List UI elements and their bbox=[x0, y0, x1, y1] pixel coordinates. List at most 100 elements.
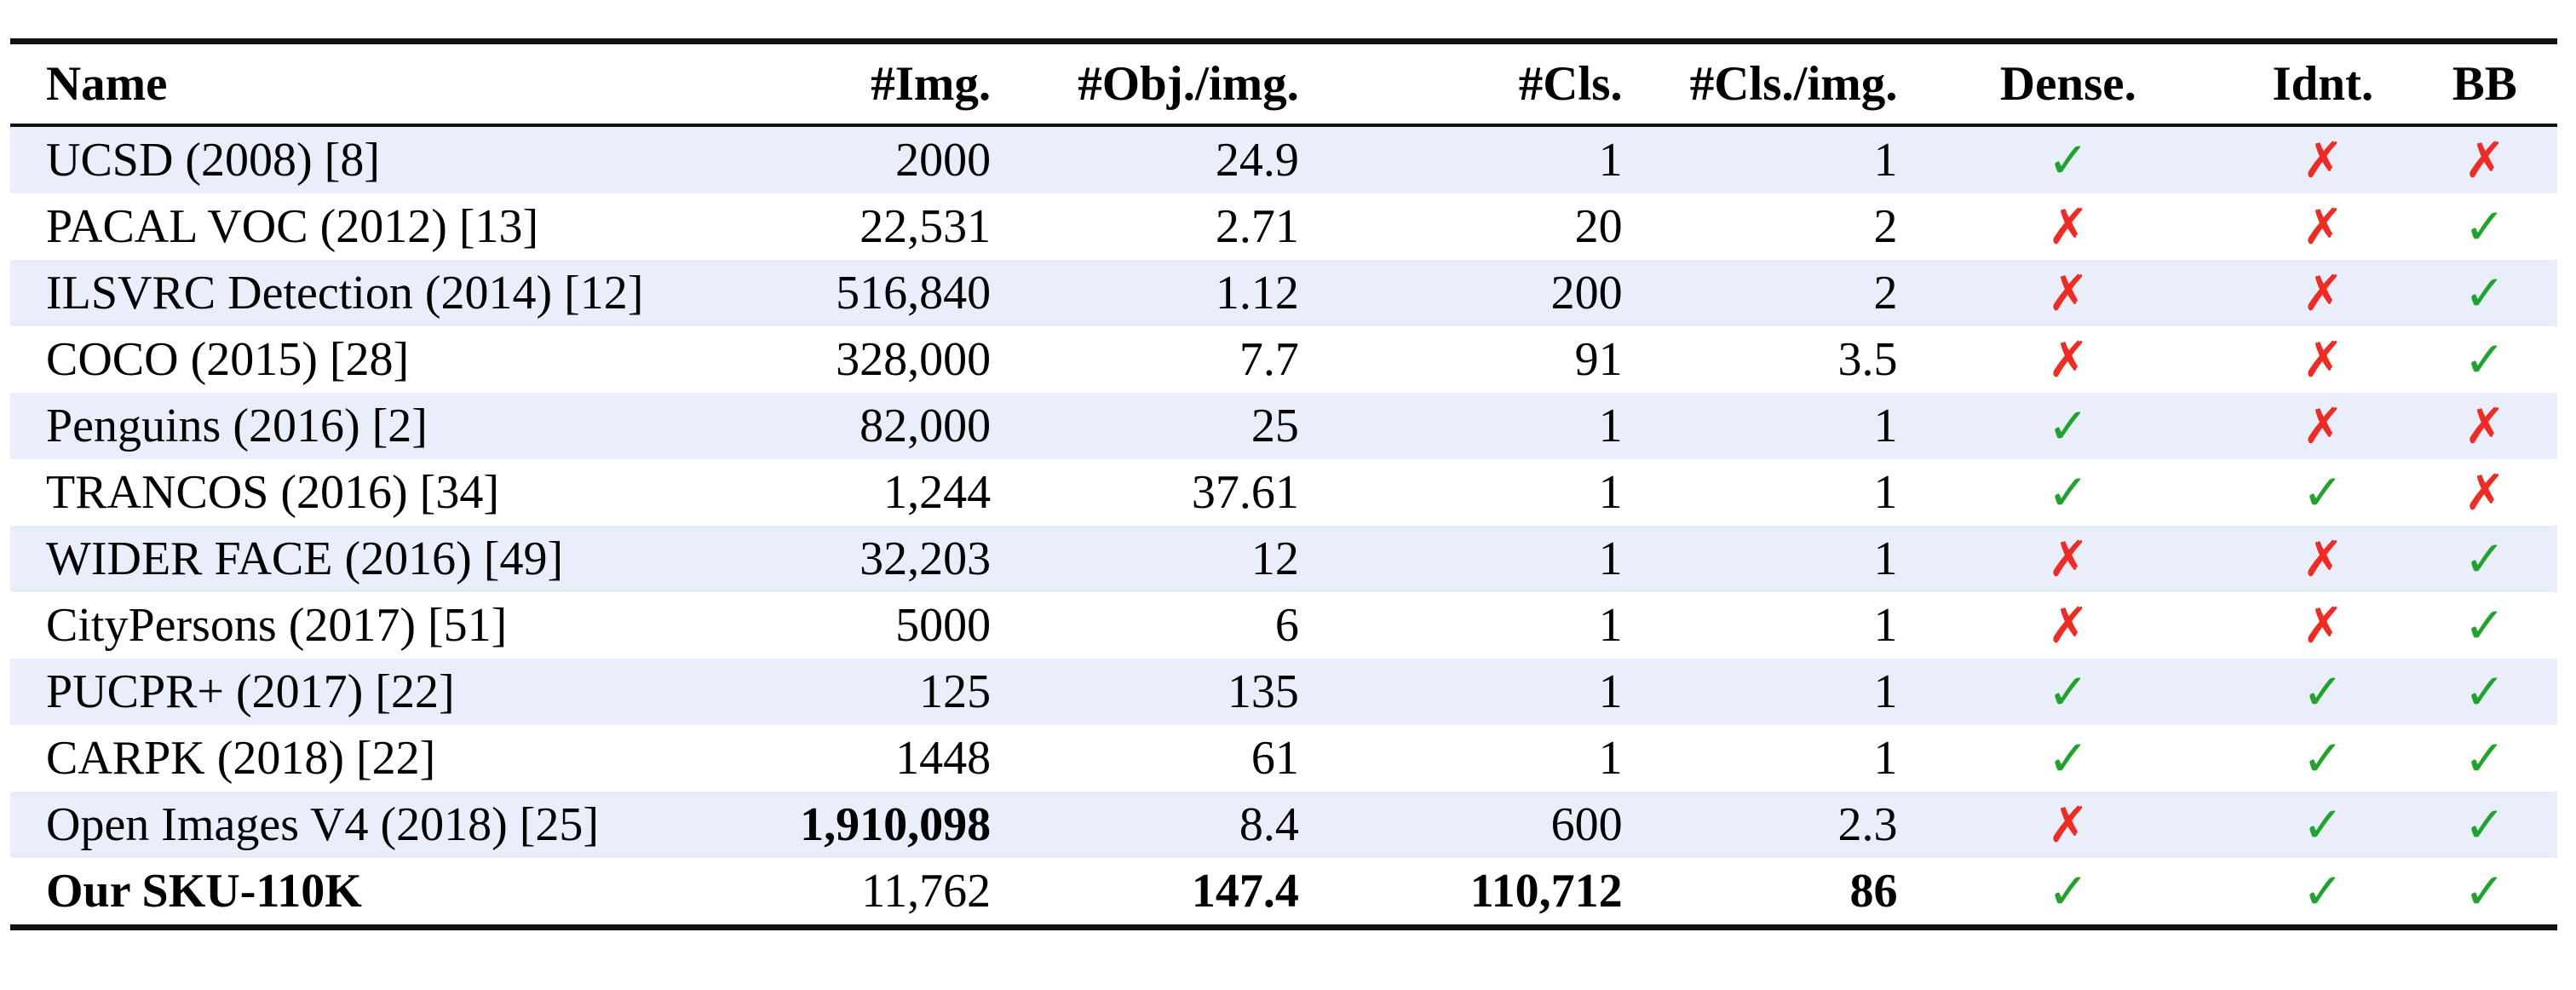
cell-cls_per_img: 2 bbox=[1873, 200, 1898, 253]
cell-name: CARPK (2018) [22] bbox=[46, 732, 436, 785]
cell-img: 1448 bbox=[895, 732, 992, 785]
cell-cls_per_img: 1 bbox=[1873, 599, 1898, 652]
cell-img: 22,531 bbox=[860, 200, 992, 253]
cell-obj_per_img: 1.12 bbox=[1215, 267, 1299, 319]
cell-cls: 91 bbox=[1574, 333, 1623, 386]
cell-name: PACAL VOC (2012) [13] bbox=[46, 200, 539, 253]
cross-mark-icon: ✗ bbox=[2464, 397, 2506, 455]
table-header-row: Name #Img. #Obj./img. #Cls. #Cls./img. Dense.… bbox=[10, 41, 2557, 127]
check-mark-icon: ✓ bbox=[2464, 530, 2506, 588]
cell-cls_per_img: 86 bbox=[1849, 865, 1898, 918]
cell-img: 11,762 bbox=[861, 865, 992, 918]
cross-mark-icon: ✗ bbox=[2047, 331, 2090, 389]
check-mark-icon: ✓ bbox=[2302, 862, 2344, 920]
table-row: CityPersons (2017) [51] 5000 6 1 1 ✗ ✗ ✓ bbox=[10, 592, 2557, 659]
cross-mark-icon: ✗ bbox=[2302, 131, 2344, 189]
cross-mark-icon: ✗ bbox=[2302, 596, 2344, 654]
check-mark-icon: ✓ bbox=[2302, 796, 2344, 854]
table-row: PACAL VOC (2012) [13] 22,531 2.71 20 2 ✗ ✗ ✓ bbox=[10, 193, 2557, 260]
cell-name: Our SKU-110K bbox=[46, 865, 362, 918]
check-mark-icon: ✓ bbox=[2047, 663, 2090, 721]
cell-cls_per_img: 1 bbox=[1873, 665, 1898, 718]
cell-img: 32,203 bbox=[860, 532, 992, 585]
check-mark-icon: ✓ bbox=[2302, 463, 2344, 521]
cell-name: UCSD (2008) [8] bbox=[46, 134, 380, 187]
cell-cls_per_img: 1 bbox=[1873, 400, 1898, 452]
cell-obj_per_img: 7.7 bbox=[1239, 333, 1299, 386]
table-row: WIDER FACE (2016) [49] 32,203 12 1 1 ✗ ✗ ✓ bbox=[10, 526, 2557, 592]
check-mark-icon: ✓ bbox=[2464, 331, 2506, 389]
cell-img: 328,000 bbox=[836, 333, 992, 386]
cell-cls: 110,712 bbox=[1469, 865, 1623, 918]
cell-obj_per_img: 8.4 bbox=[1239, 798, 1299, 851]
cell-name: Open Images V4 (2018) [25] bbox=[46, 798, 600, 851]
cross-mark-icon: ✗ bbox=[2302, 198, 2344, 256]
check-mark-icon: ✓ bbox=[2464, 198, 2506, 256]
cell-cls: 1 bbox=[1598, 134, 1623, 187]
cell-cls_per_img: 1 bbox=[1873, 466, 1898, 519]
cell-cls: 1 bbox=[1598, 400, 1623, 452]
cell-obj_per_img: 147.4 bbox=[1191, 865, 1299, 918]
cross-mark-icon: ✗ bbox=[2302, 331, 2344, 389]
check-mark-icon: ✓ bbox=[2464, 862, 2506, 920]
column-header-cls: #Cls. bbox=[1303, 41, 1628, 127]
check-mark-icon: ✓ bbox=[2464, 729, 2506, 787]
table-row: ILSVRC Detection (2014) [12] 516,840 1.12 2… bbox=[10, 260, 2557, 326]
cross-mark-icon: ✗ bbox=[2047, 530, 2090, 588]
table-header: Name #Img. #Obj./img. #Cls. #Cls./img. Dense.… bbox=[10, 41, 2557, 127]
cell-obj_per_img: 24.9 bbox=[1215, 134, 1299, 187]
cell-name: Penguins (2016) [2] bbox=[46, 400, 428, 452]
cell-cls_per_img: 1 bbox=[1873, 732, 1898, 785]
check-mark-icon: ✓ bbox=[2464, 596, 2506, 654]
cross-mark-icon: ✗ bbox=[2047, 596, 2090, 654]
check-mark-icon: ✓ bbox=[2047, 729, 2090, 787]
check-mark-icon: ✓ bbox=[2302, 663, 2344, 721]
cross-mark-icon: ✗ bbox=[2047, 796, 2090, 854]
cell-cls_per_img: 1 bbox=[1873, 532, 1898, 585]
column-header-obj_per_img: #Obj./img. bbox=[996, 41, 1304, 127]
cell-img: 2000 bbox=[895, 134, 992, 187]
cross-mark-icon: ✗ bbox=[2464, 463, 2506, 521]
cell-obj_per_img: 135 bbox=[1227, 665, 1299, 718]
cell-img: 5000 bbox=[895, 599, 992, 652]
table-row: Penguins (2016) [2] 82,000 25 1 1 ✓ ✗ ✗ bbox=[10, 393, 2557, 459]
check-mark-icon: ✓ bbox=[2047, 397, 2090, 455]
cell-name: WIDER FACE (2016) [49] bbox=[46, 532, 564, 585]
cross-mark-icon: ✗ bbox=[2047, 198, 2090, 256]
cell-cls: 200 bbox=[1550, 267, 1623, 319]
check-mark-icon: ✓ bbox=[2302, 729, 2344, 787]
cell-cls: 1 bbox=[1598, 532, 1623, 585]
column-header-cls_per_img: #Cls./img. bbox=[1627, 41, 1903, 127]
cell-cls_per_img: 2 bbox=[1873, 267, 1898, 319]
dataset-table-body: UCSD (2008) [8] 2000 24.9 1 1 ✓ ✗ ✗ PACAL VOC (2… bbox=[10, 125, 2557, 928]
cell-name: PUCPR+ (2017) [22] bbox=[46, 665, 455, 718]
cell-cls: 1 bbox=[1598, 599, 1623, 652]
cross-mark-icon: ✗ bbox=[2302, 530, 2344, 588]
cell-obj_per_img: 25 bbox=[1251, 400, 1299, 452]
cell-name: ILSVRC Detection (2014) [12] bbox=[46, 267, 644, 319]
cross-mark-icon: ✗ bbox=[2464, 131, 2506, 189]
check-mark-icon: ✓ bbox=[2047, 463, 2090, 521]
check-mark-icon: ✓ bbox=[2464, 796, 2506, 854]
check-mark-icon: ✓ bbox=[2047, 131, 2090, 189]
table-row: TRANCOS (2016) [34] 1,244 37.61 1 1 ✓ ✓ ✗ bbox=[10, 459, 2557, 526]
column-header-dense: Dense. bbox=[1902, 41, 2234, 127]
cell-cls: 1 bbox=[1598, 466, 1623, 519]
column-header-bb: BB bbox=[2412, 41, 2557, 127]
cell-img: 82,000 bbox=[860, 400, 992, 452]
cell-img: 1,910,098 bbox=[800, 798, 992, 851]
cell-name: COCO (2015) [28] bbox=[46, 333, 410, 386]
cell-cls_per_img: 3.5 bbox=[1837, 333, 1898, 386]
table-row: UCSD (2008) [8] 2000 24.9 1 1 ✓ ✗ ✗ bbox=[10, 125, 2557, 193]
cross-mark-icon: ✗ bbox=[2302, 397, 2344, 455]
table-row: Our SKU-110K 11,762 147.4 110,712 86 ✓ ✓ ✓ bbox=[10, 858, 2557, 928]
column-header-name: Name bbox=[10, 41, 673, 127]
cell-obj_per_img: 37.61 bbox=[1191, 466, 1299, 519]
cross-mark-icon: ✗ bbox=[2302, 264, 2344, 322]
cell-img: 125 bbox=[919, 665, 992, 718]
cell-cls_per_img: 2.3 bbox=[1837, 798, 1898, 851]
column-header-idnt: Idnt. bbox=[2234, 41, 2412, 127]
check-mark-icon: ✓ bbox=[2464, 663, 2506, 721]
table-row: CARPK (2018) [22] 1448 61 1 1 ✓ ✓ ✓ bbox=[10, 725, 2557, 791]
check-mark-icon: ✓ bbox=[2464, 264, 2506, 322]
